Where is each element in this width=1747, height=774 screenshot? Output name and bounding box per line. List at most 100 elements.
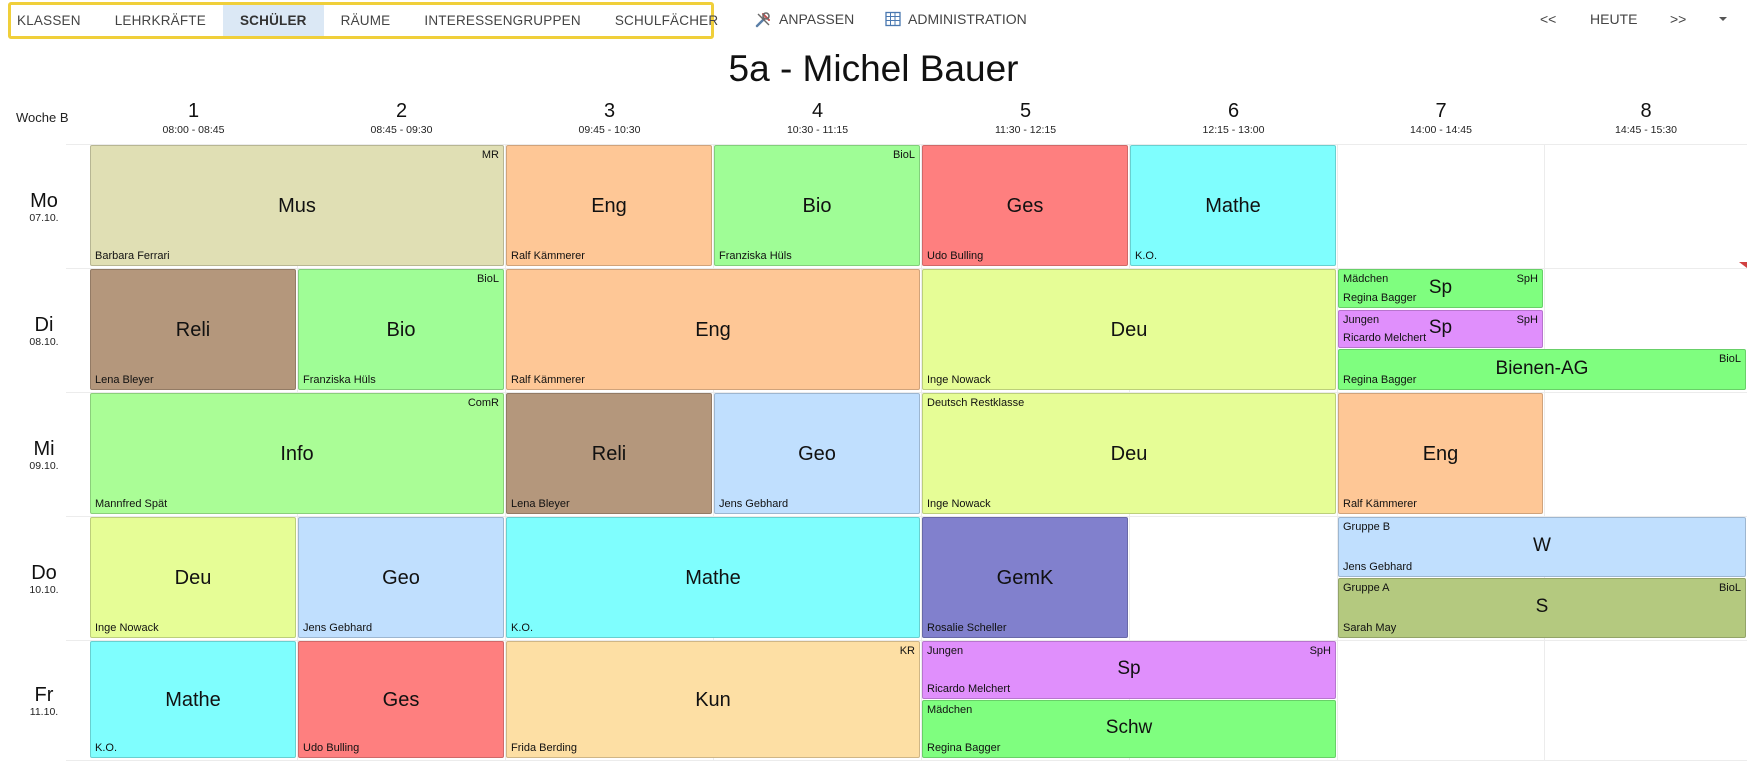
lesson-cell[interactable]: GemK Rosalie Scheller	[922, 517, 1128, 638]
period-number: 6	[1227, 100, 1240, 122]
lesson-subject: Deu	[174, 566, 212, 589]
lesson-room: BioL	[1718, 582, 1741, 595]
customize-button[interactable]: ANPASSEN	[755, 8, 854, 30]
lesson-cell[interactable]: Sp Ricardo Melchert SpH Jungen	[1338, 309, 1543, 349]
lesson-cell[interactable]: S Sarah May BioL Gruppe A	[1338, 578, 1746, 638]
period-number: 4	[811, 100, 824, 122]
lesson-subject: Schw	[1105, 717, 1153, 739]
lesson-subject: GemK	[996, 566, 1054, 589]
lesson-teacher: Ralf Kämmerer	[1343, 498, 1417, 510]
lesson-subject: Mathe	[685, 566, 741, 589]
lesson-cell[interactable]: Ges Udo Bulling	[298, 641, 504, 758]
grid-line-row	[66, 640, 1747, 641]
lesson-teacher: Inge Nowack	[927, 374, 991, 386]
lesson-cell[interactable]: Kun Frida Berding KR	[506, 641, 920, 758]
lesson-teacher: Udo Bulling	[303, 742, 360, 754]
lesson-teacher: Ralf Kämmerer	[511, 374, 585, 386]
period-number: 1	[187, 100, 200, 122]
caret-down-icon[interactable]	[1718, 8, 1728, 30]
lesson-cell[interactable]: Bienen-AG Regina Bagger BioL	[1338, 349, 1746, 390]
day-name: Do	[31, 562, 57, 584]
lesson-cell[interactable]: Mus Barbara Ferrari MR	[90, 145, 504, 266]
lesson-cell[interactable]: Eng Ralf Kämmerer	[506, 269, 920, 390]
lesson-subject: Reli	[175, 318, 211, 341]
day-date: 08.10.	[29, 336, 59, 348]
lesson-cell[interactable]: Eng Ralf Kämmerer	[1338, 393, 1543, 514]
overflow-indicator-icon	[1739, 262, 1747, 268]
lesson-cell[interactable]: Ges Udo Bulling	[922, 145, 1128, 266]
lesson-cell[interactable]: Mathe K.O.	[90, 641, 296, 758]
lesson-teacher: Barbara Ferrari	[95, 250, 170, 262]
lesson-cell[interactable]: Bio Franziska Hüls BioL	[298, 269, 504, 390]
lesson-cell[interactable]: Mathe K.O.	[506, 517, 920, 638]
tab-lehrkraefte[interactable]: LEHRKRÄFTE	[114, 13, 206, 28]
lesson-cell[interactable]: Mathe K.O.	[1130, 145, 1336, 266]
lesson-cell[interactable]: Geo Jens Gebhard	[298, 517, 504, 638]
lesson-subject: Geo	[382, 566, 420, 589]
lesson-teacher: Franziska Hüls	[303, 374, 376, 386]
lesson-cell[interactable]: Reli Lena Bleyer	[506, 393, 712, 514]
period-time: 08:00 - 08:45	[162, 124, 225, 136]
tab-raeume[interactable]: RÄUME	[340, 13, 391, 28]
lesson-teacher: Inge Nowack	[95, 622, 159, 634]
day-header: Do 10.10.	[22, 562, 66, 596]
today-button[interactable]: HEUTE	[1590, 11, 1638, 27]
lesson-cell[interactable]: Schw Regina Bagger Mädchen	[922, 700, 1336, 758]
grid-line-row	[66, 516, 1747, 517]
lesson-subject: Kun	[695, 688, 731, 711]
previous-week-button[interactable]: <<	[1540, 11, 1557, 27]
day-name: Fr	[34, 684, 54, 706]
period-time: 11:30 - 12:15	[994, 124, 1057, 136]
day-name: Mo	[30, 190, 58, 212]
tab-klassen[interactable]: KLASSEN	[17, 13, 81, 28]
lesson-cell[interactable]: Info Mannfred Spät ComR	[90, 393, 504, 514]
lesson-subject: Geo	[798, 442, 836, 465]
lesson-cell[interactable]: Eng Ralf Kämmerer	[506, 145, 712, 266]
tab-interessengruppen[interactable]: INTERESSENGRUPPEN	[424, 13, 581, 28]
administration-button[interactable]: ADMINISTRATION	[885, 8, 1027, 30]
day-name: Di	[34, 314, 54, 336]
lesson-subject: Eng	[591, 194, 627, 217]
lesson-group: Deutsch Restklasse	[927, 397, 1025, 409]
next-week-button[interactable]: >>	[1670, 11, 1687, 27]
period-number: 7	[1435, 100, 1447, 122]
day-header: Mi 09.10.	[22, 438, 66, 472]
lesson-teacher: Ricardo Melchert	[927, 682, 1011, 695]
lesson-cell[interactable]: Geo Jens Gebhard	[714, 393, 920, 514]
lesson-group: Mädchen	[927, 704, 973, 717]
grid-line-col	[505, 144, 506, 760]
lesson-subject: Bio	[802, 194, 832, 217]
lesson-cell[interactable]: Deu Inge Nowack	[922, 269, 1336, 390]
tab-schulfaecher[interactable]: SCHULFÄCHER	[614, 13, 719, 28]
week-label: Woche B	[16, 110, 69, 125]
lesson-cell[interactable]: Reli Lena Bleyer	[90, 269, 296, 390]
lesson-cell[interactable]: Deu Inge Nowack Deutsch Restklasse	[922, 393, 1336, 514]
lesson-room: SpH	[1309, 645, 1331, 657]
lesson-cell[interactable]: Sp Regina Bagger SpH Mädchen	[1338, 269, 1543, 309]
lesson-teacher: K.O.	[1135, 250, 1158, 262]
table-grid-icon	[885, 11, 901, 27]
lesson-room: SpH	[1516, 273, 1538, 285]
period-number: 2	[395, 100, 408, 122]
lesson-teacher: Regina Bagger	[1343, 373, 1417, 386]
lesson-teacher: Ralf Kämmerer	[511, 250, 585, 262]
lesson-teacher: Rosalie Scheller	[927, 622, 1007, 634]
lesson-group: Jungen	[1343, 313, 1380, 326]
grid-line-col	[713, 144, 714, 760]
lesson-subject: Mus	[278, 194, 316, 217]
lesson-room: BioL	[1718, 353, 1741, 366]
tools-icon	[755, 11, 770, 27]
period-number: 8	[1640, 100, 1652, 122]
lesson-cell[interactable]: Sp Ricardo Melchert SpH Jungen	[922, 641, 1336, 699]
lesson-room: KR	[899, 645, 915, 657]
lesson-cell[interactable]: Bio Franziska Hüls BioL	[714, 145, 920, 266]
day-date: 11.10.	[29, 706, 59, 718]
lesson-teacher: Udo Bulling	[927, 250, 984, 262]
lesson-teacher: Mannfred Spät	[95, 498, 168, 510]
lesson-subject: Info	[280, 442, 314, 465]
lesson-cell[interactable]: Deu Inge Nowack	[90, 517, 296, 638]
tab-schueler[interactable]: SCHÜLER	[222, 5, 324, 36]
period-header: 7 14:00 - 14:45	[1338, 100, 1545, 136]
lesson-cell[interactable]: W Jens Gebhard Gruppe B	[1338, 517, 1746, 577]
period-header: 5 11:30 - 12:15	[922, 100, 1129, 136]
